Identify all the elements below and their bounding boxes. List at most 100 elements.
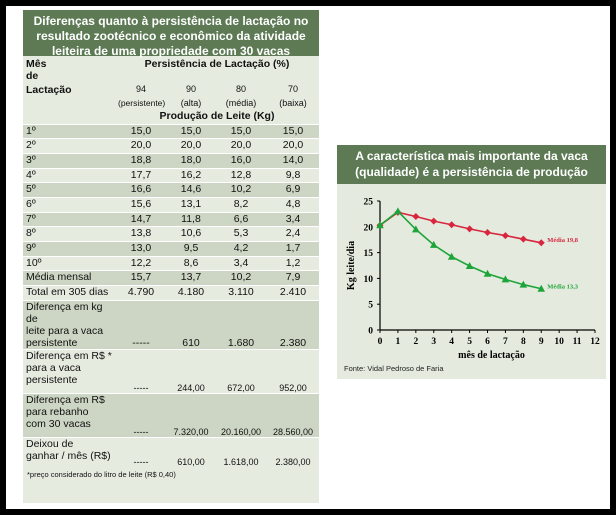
x-tick-label: 0: [378, 337, 383, 347]
table-cell: 8,6: [167, 255, 215, 271]
table-cell: 20,0: [267, 138, 320, 154]
table-cell: 1.680: [215, 299, 267, 350]
series-line: [379, 211, 542, 244]
data-point: [466, 225, 474, 233]
table-cell: -----: [115, 436, 167, 467]
table-cell: 15,0: [215, 123, 267, 139]
table-cell: 20.160,00: [215, 392, 267, 438]
row-label-line: ganhar / mês (R$): [26, 449, 111, 462]
row-label-line: com 30 vacas: [26, 417, 91, 430]
data-point: [429, 240, 438, 248]
x-tick-label: 11: [573, 337, 582, 347]
x-tick-label: 7: [503, 337, 508, 347]
x-tick-label: 8: [521, 337, 526, 347]
table-cell: 1,2: [267, 255, 320, 271]
row-label-line: 8º: [26, 227, 36, 240]
table-cell: 952,00: [267, 348, 320, 394]
col0-header-3: Lactação: [23, 84, 115, 98]
table-footnote: *preço considerado do litro de leite (R$…: [27, 469, 176, 479]
data-point: [537, 284, 546, 292]
series-legend-label: Média 13,3: [547, 284, 578, 291]
level-label: (alta): [167, 98, 215, 110]
data-point: [447, 252, 456, 260]
row-label-line: 4º: [26, 168, 36, 181]
data-point: [519, 235, 527, 243]
data-point: [412, 212, 420, 220]
table-cell: 20,0: [215, 138, 267, 154]
lactation-table-panel: Diferenças quanto à persistência de lact…: [23, 10, 320, 503]
row-label: Diferença em kg de leite para a vaca persi…: [23, 299, 115, 350]
row-label-line: 1º: [26, 124, 36, 137]
level-value: 90: [167, 84, 215, 98]
row-label: 9º: [23, 241, 115, 257]
row-label-line: 6º: [26, 197, 36, 210]
table-cell: 14,0: [267, 152, 320, 169]
row-label-line: Total em 305 dias: [26, 286, 109, 299]
y-tick-label: 5: [368, 301, 373, 311]
table-cell: 20,0: [167, 138, 215, 154]
y-tick-label: 15: [364, 249, 374, 259]
row-label: 4º: [23, 167, 115, 183]
table-cell: 7.320,00: [167, 392, 215, 438]
series-legend-label: Média 19,8: [547, 237, 578, 244]
row-label: 5º: [23, 182, 115, 198]
row-label-line: 2º: [26, 139, 36, 152]
x-axis-label: mês de lactação: [458, 350, 525, 361]
data-point: [501, 232, 509, 240]
document-frame: Diferenças quanto à persistência de lact…: [6, 6, 610, 509]
row-label: 8º: [23, 226, 115, 242]
table-cell: 4,2: [215, 241, 267, 257]
row-label-line: 5º: [26, 183, 36, 196]
table-cell: 6,9: [267, 182, 320, 198]
col0-header-1: Mês: [23, 56, 115, 70]
table-cell: 12,2: [115, 255, 167, 271]
month-row: 5º 16,6 14,6 10,2 6,9: [23, 182, 320, 198]
level-value: 80: [215, 84, 267, 98]
table-cell: -----: [115, 392, 167, 438]
table-cell: 2,4: [267, 226, 320, 242]
month-row: 6º 15,6 13,1 8,2 4,8: [23, 196, 320, 213]
data-point: [394, 207, 402, 215]
table-cell: 9,8: [267, 167, 320, 183]
table-cell: 16,0: [215, 152, 267, 169]
x-tick-label: 2: [413, 337, 418, 347]
month-row: 8º 13,8 10,6 5,3 2,4: [23, 226, 320, 242]
month-row: 7º 14,7 11,8 6,6 3,4: [23, 211, 320, 227]
row-label-line: para a vaca: [26, 361, 81, 374]
y-tick-label: 0: [368, 327, 373, 337]
data-point: [465, 262, 474, 270]
x-tick-label: 1: [396, 337, 401, 347]
data-point: [501, 275, 510, 283]
header-row: Mês Persistência de Lactação (%): [23, 56, 320, 70]
row-label: Diferença em R$ para rebanho com 30 vacas: [23, 392, 115, 438]
table-cell: 610,00: [167, 436, 215, 467]
table-cell: 13,0: [115, 241, 167, 257]
table-cell: 5,3: [215, 226, 267, 242]
table-cell: 7,9: [267, 270, 320, 286]
month-row: 9º 13,0 9,5 4,2 1,7: [23, 241, 320, 257]
row-label-line: Diferença em kg de: [26, 300, 103, 325]
y-tick-label: 25: [364, 198, 374, 208]
table-cell: 15,7: [115, 270, 167, 286]
table-cell: 18,8: [115, 152, 167, 169]
table-cell: 20,0: [115, 138, 167, 154]
month-row: 4º 17,7 16,2 12,8 9,8: [23, 167, 320, 183]
chart-source: Fonte: Vidal Pedroso de Faria: [344, 364, 444, 373]
y-tick-label: 10: [364, 275, 374, 285]
table-cell: 8,2: [215, 196, 267, 213]
row-label: Média mensal: [23, 270, 115, 286]
data-point: [448, 221, 456, 229]
table-cell: 3.110: [215, 285, 267, 301]
row-label: 3º: [23, 152, 115, 169]
table-cell: 16,6: [115, 182, 167, 198]
total-row: Total em 305 dias 4.790 4.180 3.110 2.410: [23, 285, 320, 301]
level-label: (média): [215, 98, 267, 110]
table-cell: 13,8: [115, 226, 167, 242]
diff-rs-herd-row: Diferença em R$ para rebanho com 30 vacas -…: [23, 392, 320, 438]
x-tick-label: 9: [539, 337, 544, 347]
y-axis-label: Kg leite/dia: [346, 241, 357, 290]
level-label: (persistente): [115, 98, 167, 110]
table-cell: 15,0: [267, 123, 320, 139]
row-label-line: Diferença em R$: [26, 393, 105, 406]
table-cell: 28.560,00: [267, 392, 320, 438]
